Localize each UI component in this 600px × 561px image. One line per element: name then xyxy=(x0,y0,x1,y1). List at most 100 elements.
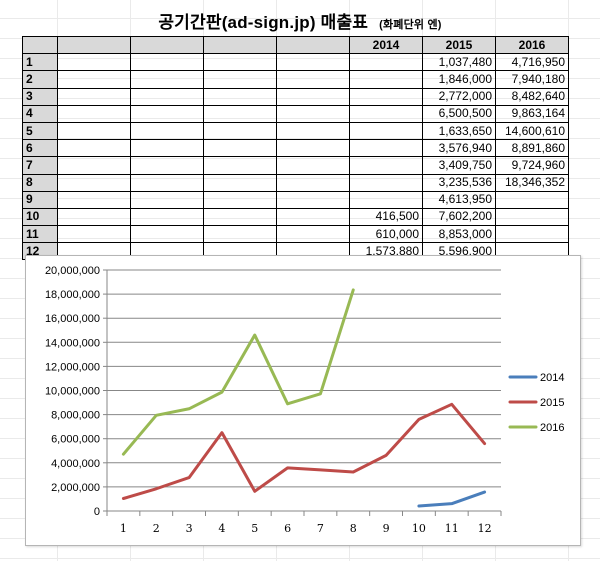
empty-cell[interactable] xyxy=(57,173,131,192)
empty-cell[interactable] xyxy=(130,173,204,192)
value-cell-2016[interactable] xyxy=(495,225,569,244)
value-cell-2014[interactable] xyxy=(349,104,423,123)
row-label-cell[interactable]: 3 xyxy=(22,87,58,106)
table-header-cell[interactable] xyxy=(22,35,58,55)
table-header-cell[interactable] xyxy=(276,35,350,55)
value-cell-2014[interactable]: 610,000 xyxy=(349,225,423,244)
value-cell-2014[interactable] xyxy=(349,70,423,89)
empty-cell[interactable] xyxy=(57,190,131,209)
value-cell-2015[interactable]: 1,633,650 xyxy=(422,121,496,141)
value-cell-2014[interactable] xyxy=(349,156,423,175)
value-cell-2016[interactable]: 4,716,950 xyxy=(495,53,569,72)
table-header-cell[interactable]: 2014 xyxy=(349,35,423,55)
table-header-cell[interactable]: 2015 xyxy=(422,35,496,55)
empty-cell[interactable] xyxy=(276,53,350,72)
value-cell-2016[interactable]: 8,482,640 xyxy=(495,87,569,106)
row-label-cell[interactable]: 5 xyxy=(22,121,58,141)
value-cell-2014[interactable] xyxy=(349,87,423,106)
empty-cell[interactable] xyxy=(276,190,350,209)
value-cell-2016[interactable]: 9,863,164 xyxy=(495,104,569,123)
empty-cell[interactable] xyxy=(130,104,204,123)
table-header-cell[interactable] xyxy=(130,35,204,55)
value-cell-2015[interactable]: 3,576,940 xyxy=(422,139,496,158)
row-label-cell[interactable]: 11 xyxy=(22,225,58,244)
empty-cell[interactable] xyxy=(130,207,204,227)
empty-cell[interactable] xyxy=(57,53,131,72)
empty-cell[interactable] xyxy=(57,70,131,89)
row-label-cell[interactable]: 6 xyxy=(22,139,58,158)
empty-cell[interactable] xyxy=(276,87,350,106)
value-cell-2016[interactable] xyxy=(495,190,569,209)
row-label-cell[interactable]: 1 xyxy=(22,53,58,72)
empty-cell[interactable] xyxy=(203,139,277,158)
row-label-cell[interactable]: 8 xyxy=(22,173,58,192)
value-cell-2016[interactable]: 14,600,610 xyxy=(495,121,569,141)
value-cell-2014[interactable] xyxy=(349,190,423,209)
empty-cell[interactable] xyxy=(130,70,204,89)
empty-cell[interactable] xyxy=(276,207,350,227)
empty-cell[interactable] xyxy=(276,225,350,244)
value-cell-2015[interactable]: 7,602,200 xyxy=(422,207,496,227)
empty-cell[interactable] xyxy=(203,190,277,209)
empty-cell[interactable] xyxy=(203,70,277,89)
value-cell-2015[interactable]: 8,853,000 xyxy=(422,225,496,244)
table-header-row: 2014 2015 2016 xyxy=(22,35,569,55)
value-cell-2014[interactable] xyxy=(349,53,423,72)
value-cell-2015[interactable]: 2,772,000 xyxy=(422,87,496,106)
empty-cell[interactable] xyxy=(276,70,350,89)
empty-cell[interactable] xyxy=(203,87,277,106)
empty-cell[interactable] xyxy=(203,121,277,141)
empty-cell[interactable] xyxy=(276,104,350,123)
value-cell-2014[interactable]: 416,500 xyxy=(349,207,423,227)
row-label-cell[interactable]: 9 xyxy=(22,190,58,209)
empty-cell[interactable] xyxy=(130,121,204,141)
empty-cell[interactable] xyxy=(130,87,204,106)
empty-cell[interactable] xyxy=(203,225,277,244)
value-cell-2015[interactable]: 1,037,480 xyxy=(422,53,496,72)
value-cell-2015[interactable]: 4,613,950 xyxy=(422,190,496,209)
chart-svg: 0 2,000,000 4,000,000 6,000,000 8,000,000 10,… xyxy=(45,265,565,535)
empty-cell[interactable] xyxy=(203,173,277,192)
x-tick-label: 6 xyxy=(284,522,291,535)
empty-cell[interactable] xyxy=(57,139,131,158)
empty-cell[interactable] xyxy=(57,225,131,244)
empty-cell[interactable] xyxy=(276,139,350,158)
empty-cell[interactable] xyxy=(203,156,277,175)
empty-cell[interactable] xyxy=(130,156,204,175)
value-cell-2015[interactable]: 3,235,536 xyxy=(422,173,496,192)
value-cell-2015[interactable]: 6,500,500 xyxy=(422,104,496,123)
value-cell-2015[interactable]: 1,846,000 xyxy=(422,70,496,89)
value-cell-2016[interactable]: 7,940,180 xyxy=(495,70,569,89)
table-header-cell[interactable]: 2016 xyxy=(495,35,569,55)
value-cell-2016[interactable]: 18,346,352 xyxy=(495,173,569,192)
empty-cell[interactable] xyxy=(57,104,131,123)
empty-cell[interactable] xyxy=(130,139,204,158)
row-label-cell[interactable]: 10 xyxy=(22,207,58,227)
table-header-cell[interactable] xyxy=(57,35,131,55)
row-label-cell[interactable]: 4 xyxy=(22,104,58,123)
value-cell-2016[interactable]: 8,891,860 xyxy=(495,139,569,158)
table-header-cell[interactable] xyxy=(203,35,277,55)
empty-cell[interactable] xyxy=(203,207,277,227)
value-cell-2014[interactable] xyxy=(349,121,423,141)
value-cell-2015[interactable]: 3,409,750 xyxy=(422,156,496,175)
empty-cell[interactable] xyxy=(276,156,350,175)
empty-cell[interactable] xyxy=(57,156,131,175)
value-cell-2016[interactable]: 9,724,960 xyxy=(495,156,569,175)
sales-line-chart[interactable]: 0 2,000,000 4,000,000 6,000,000 8,000,000 10,… xyxy=(25,255,581,546)
value-cell-2014[interactable] xyxy=(349,173,423,192)
empty-cell[interactable] xyxy=(57,207,131,227)
value-cell-2014[interactable] xyxy=(349,139,423,158)
row-label-cell[interactable]: 2 xyxy=(22,70,58,89)
empty-cell[interactable] xyxy=(203,104,277,123)
empty-cell[interactable] xyxy=(203,53,277,72)
empty-cell[interactable] xyxy=(276,121,350,141)
value-cell-2016[interactable] xyxy=(495,207,569,227)
row-label-cell[interactable]: 7 xyxy=(22,156,58,175)
empty-cell[interactable] xyxy=(130,53,204,72)
empty-cell[interactable] xyxy=(57,87,131,106)
empty-cell[interactable] xyxy=(130,225,204,244)
empty-cell[interactable] xyxy=(57,121,131,141)
empty-cell[interactable] xyxy=(130,190,204,209)
empty-cell[interactable] xyxy=(276,173,350,192)
